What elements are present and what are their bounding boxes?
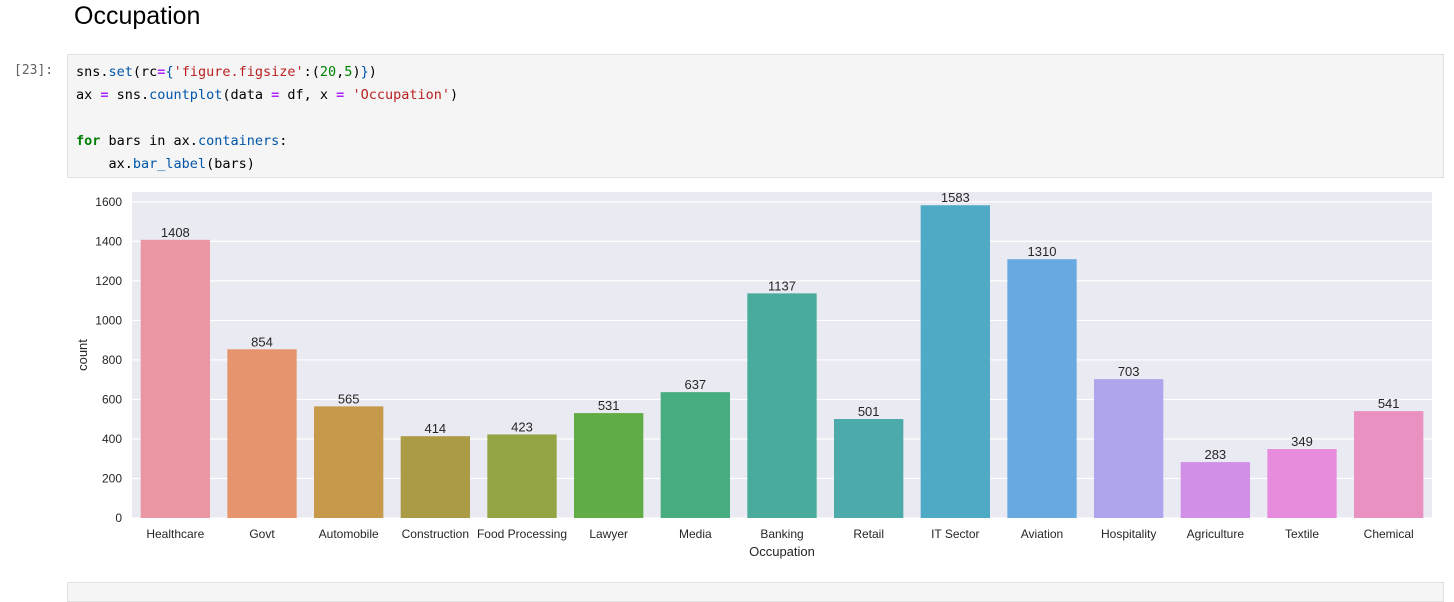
next-code-cell[interactable] bbox=[67, 582, 1444, 602]
bar-value-label: 1408 bbox=[161, 225, 190, 240]
x-tick-label: Media bbox=[679, 527, 712, 541]
x-tick-label: Agriculture bbox=[1187, 527, 1245, 541]
code-line-2: ax = sns.countplot(data = df, x = 'Occup… bbox=[76, 87, 459, 103]
bar-value-label: 565 bbox=[338, 391, 360, 406]
bar bbox=[1267, 449, 1337, 518]
bar bbox=[834, 419, 904, 518]
x-tick-label: Govt bbox=[249, 527, 275, 541]
bar-value-label: 423 bbox=[511, 419, 533, 434]
y-tick-label: 800 bbox=[102, 353, 122, 367]
y-tick-label: 600 bbox=[102, 392, 122, 406]
x-tick-label: Banking bbox=[760, 527, 803, 541]
code-cell[interactable]: sns.set(rc={'figure.figsize':(20,5)}) ax… bbox=[67, 54, 1444, 178]
countplot-chart: 0 200 400 600 800 1000 1200 1400 1600 1408 Healthc… bbox=[67, 188, 1447, 573]
bar bbox=[660, 392, 730, 518]
bar bbox=[1180, 462, 1250, 518]
bar bbox=[1094, 379, 1164, 518]
code-editor[interactable]: sns.set(rc={'figure.figsize':(20,5)}) ax… bbox=[76, 61, 458, 176]
x-tick-label: Lawyer bbox=[589, 527, 628, 541]
code-line-4: for bars in ax.containers: bbox=[76, 133, 288, 149]
x-tick-label: Food Processing bbox=[477, 527, 567, 541]
bar-value-label: 541 bbox=[1378, 396, 1400, 411]
bar bbox=[1354, 411, 1424, 518]
bar-value-label: 283 bbox=[1204, 447, 1226, 462]
bar-value-label: 349 bbox=[1291, 434, 1313, 449]
bar-value-label: 703 bbox=[1118, 364, 1140, 379]
x-tick-label: Hospitality bbox=[1101, 527, 1156, 541]
y-tick-label: 1000 bbox=[95, 313, 122, 327]
code-line-1: sns.set(rc={'figure.figsize':(20,5)}) bbox=[76, 64, 377, 80]
bar bbox=[227, 349, 297, 518]
y-tick-label: 200 bbox=[102, 471, 122, 485]
code-line-5: ax.bar_label(bars) bbox=[76, 156, 255, 172]
bar-chart-svg: 0 200 400 600 800 1000 1200 1400 1600 1408 Healthc… bbox=[75, 190, 1432, 559]
bar-value-label: 1583 bbox=[941, 190, 970, 205]
bar bbox=[1007, 259, 1077, 518]
x-axis-label: Occupation bbox=[749, 544, 815, 559]
y-tick-label: 400 bbox=[102, 432, 122, 446]
section-heading: Occupation bbox=[74, 2, 201, 30]
bar-value-label: 531 bbox=[598, 398, 620, 413]
x-tick-label: Textile bbox=[1285, 527, 1319, 541]
bar-value-label: 854 bbox=[251, 334, 273, 349]
bar bbox=[920, 205, 990, 518]
bar-value-label: 637 bbox=[684, 377, 706, 392]
x-tick-label: Chemical bbox=[1364, 527, 1414, 541]
bar-value-label: 1310 bbox=[1028, 244, 1057, 259]
x-tick-label: Retail bbox=[853, 527, 884, 541]
bar bbox=[400, 436, 470, 518]
bar-value-label: 501 bbox=[858, 404, 880, 419]
y-tick-label: 1200 bbox=[95, 274, 122, 288]
bar-value-label: 414 bbox=[424, 421, 446, 436]
x-tick-label: Construction bbox=[402, 527, 469, 541]
y-tick-label: 0 bbox=[115, 511, 122, 525]
x-tick-label: IT Sector bbox=[931, 527, 979, 541]
bar bbox=[314, 406, 384, 518]
y-tick-label: 1400 bbox=[95, 234, 122, 248]
cell-prompt: [23]: bbox=[14, 63, 54, 78]
bar bbox=[140, 239, 210, 518]
bar bbox=[487, 434, 557, 518]
bar bbox=[747, 293, 817, 518]
y-axis-label: count bbox=[75, 339, 90, 371]
y-tick-label: 1600 bbox=[95, 195, 122, 209]
bar-value-label: 1137 bbox=[768, 278, 796, 293]
x-tick-label: Healthcare bbox=[146, 527, 204, 541]
x-tick-label: Automobile bbox=[319, 527, 379, 541]
x-tick-label: Aviation bbox=[1021, 527, 1063, 541]
bar bbox=[574, 413, 644, 518]
